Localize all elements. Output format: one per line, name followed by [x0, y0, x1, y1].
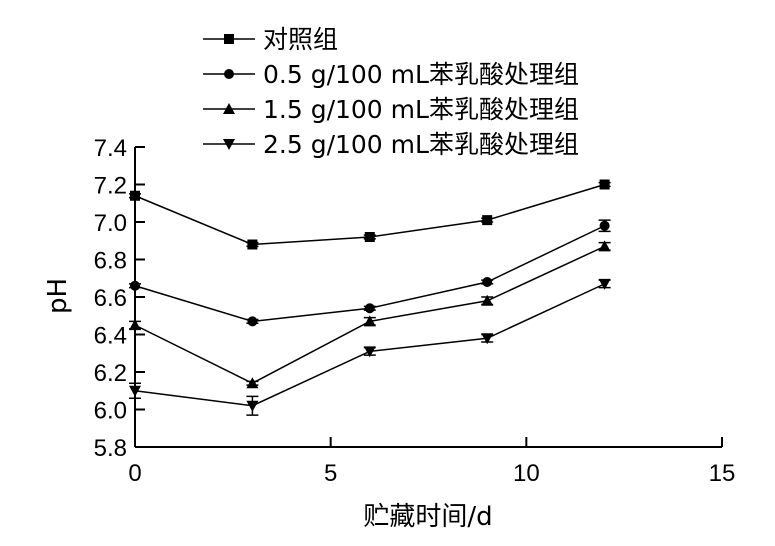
series-3 — [129, 240, 611, 389]
series-line — [134, 245, 605, 385]
legend-item-3: 1.5 g/100 mL苯乳酸处理组 — [203, 95, 579, 124]
x-tick-label: 0 — [128, 460, 141, 487]
point-marker — [246, 400, 259, 412]
point-marker — [363, 315, 376, 327]
x-tick-label: 10 — [513, 460, 540, 487]
point-marker — [364, 232, 375, 242]
point-marker — [481, 294, 494, 306]
legend-label: 1.5 g/100 mL苯乳酸处理组 — [263, 95, 579, 124]
axes: 5.8 6.0 6.2 6.4 6.6 6.8 7.0 7.2 7.4 0 5 10 15 — [94, 135, 736, 487]
point-marker — [130, 190, 140, 201]
point-marker — [130, 280, 140, 291]
y-tick-label: 6.6 — [94, 285, 127, 312]
point-marker — [598, 278, 611, 290]
legend-item-2: 0.5 g/100 mL苯乳酸处理组 — [203, 60, 579, 89]
point-marker — [482, 277, 493, 287]
series-1 — [129, 179, 611, 250]
y-tick-label: 5.8 — [94, 435, 127, 462]
y-tick-label: 7.2 — [94, 173, 127, 200]
y-tick-label: 6.8 — [94, 248, 127, 275]
y-tick-label: 6.2 — [94, 360, 127, 387]
point-marker — [223, 139, 235, 150]
point-marker — [363, 346, 376, 358]
point-marker — [129, 385, 141, 397]
series-group — [129, 179, 611, 416]
point-marker — [246, 377, 259, 389]
x-axis-title: 贮藏时间/d — [363, 502, 492, 532]
legend-item-4: 2.5 g/100 mL苯乳酸处理组 — [203, 130, 579, 159]
point-marker — [223, 103, 235, 114]
point-marker — [598, 240, 611, 252]
x-tick-label: 15 — [709, 460, 736, 487]
point-marker — [482, 215, 493, 226]
series-line — [134, 283, 605, 407]
legend-item-1: 对照组 — [203, 25, 338, 54]
point-marker — [599, 179, 610, 190]
legend-label: 0.5 g/100 mL苯乳酸处理组 — [263, 60, 579, 89]
point-marker — [247, 239, 258, 250]
x-tick-label: 5 — [324, 460, 337, 487]
point-marker — [224, 69, 234, 79]
legend-label: 对照组 — [263, 25, 338, 54]
point-marker — [481, 333, 494, 345]
y-tick-label: 6.4 — [94, 323, 127, 350]
y-tick-label: 7.4 — [94, 135, 127, 162]
series-2 — [129, 219, 611, 327]
point-marker — [247, 316, 258, 327]
legend: 对照组 0.5 g/100 mL苯乳酸处理组 1.5 g/100 mL苯乳酸处理组 2… — [203, 25, 579, 159]
y-axis-title: pH — [43, 278, 73, 314]
point-marker — [364, 303, 375, 314]
legend-label: 2.5 g/100 mL苯乳酸处理组 — [263, 130, 579, 159]
y-tick-label: 7.0 — [94, 210, 127, 237]
point-marker — [599, 220, 610, 231]
y-tick-label: 6.0 — [94, 398, 127, 425]
series-4 — [129, 278, 611, 416]
point-marker — [224, 34, 234, 44]
point-marker — [129, 319, 141, 331]
